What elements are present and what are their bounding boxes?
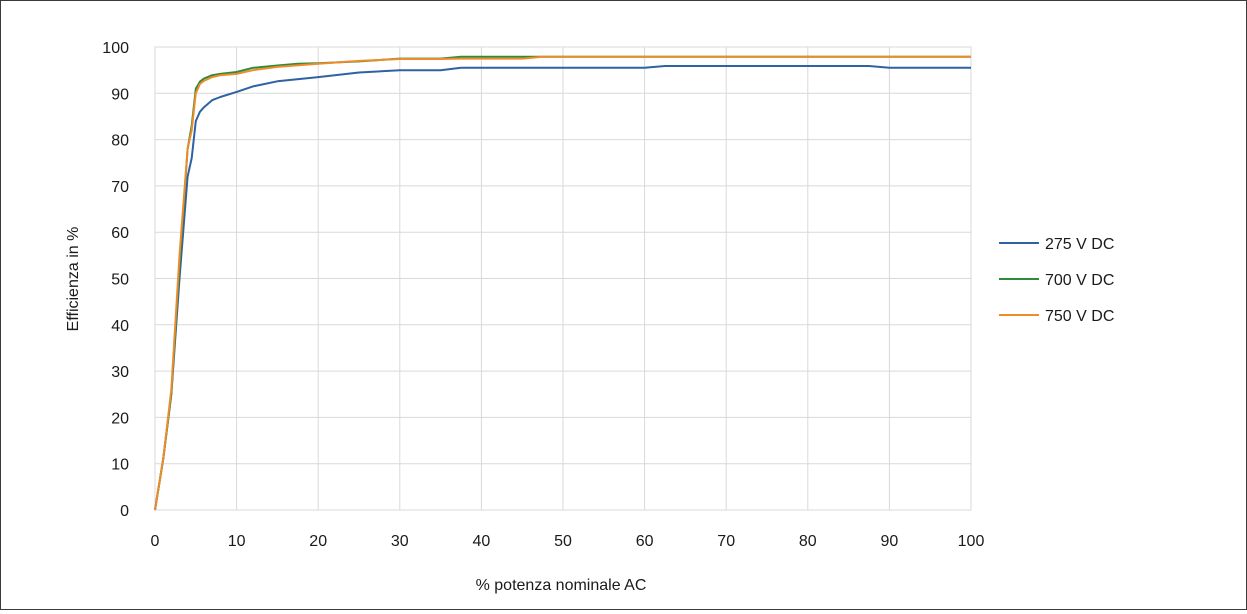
series-line-750-v-dc xyxy=(154,55,971,511)
y-tick-label: 70 xyxy=(111,179,129,196)
legend-item: 700 V DC xyxy=(999,272,1114,289)
x-tick-label: 70 xyxy=(717,533,735,550)
y-axis-title: Efficienza in % xyxy=(65,227,82,332)
y-tick-label: 30 xyxy=(111,364,129,381)
y-tick-label: 100 xyxy=(102,40,129,57)
axes: 0 10 20 30 40 50 60 70 80 90 100 0 10 20 30 40 50 60 70 80 9… xyxy=(102,40,984,550)
x-axis-title: % potenza nominale AC xyxy=(476,577,647,594)
x-tick-label: 80 xyxy=(799,533,817,550)
x-tick-label: 20 xyxy=(309,533,327,550)
x-tick-label: 40 xyxy=(473,533,491,550)
legend-label: 700 V DC xyxy=(1045,272,1114,289)
legend-label: 750 V DC xyxy=(1045,308,1114,325)
x-tick-label: 100 xyxy=(958,533,985,550)
legend-label: 275 V DC xyxy=(1045,236,1114,253)
y-tick-label: 90 xyxy=(111,86,129,103)
y-tick-label: 50 xyxy=(111,272,129,289)
x-tick-label: 60 xyxy=(636,533,654,550)
x-tick-label: 10 xyxy=(228,533,246,550)
legend-item: 750 V DC xyxy=(999,308,1114,325)
series-lines xyxy=(154,55,971,511)
legend-item: 275 V DC xyxy=(999,236,1114,253)
series-line-275-v-dc xyxy=(154,65,971,511)
y-tick-label: 80 xyxy=(111,133,129,150)
grid xyxy=(154,46,972,511)
y-tick-label: 40 xyxy=(111,318,129,335)
legend: 275 V DC 700 V DC 750 V DC xyxy=(999,236,1114,325)
y-tick-label: 60 xyxy=(111,225,129,242)
x-tick-label: 0 xyxy=(151,533,160,550)
y-tick-label: 10 xyxy=(111,457,129,474)
x-tick-label: 90 xyxy=(881,533,899,550)
y-tick-label: 0 xyxy=(120,503,129,520)
y-tick-label: 20 xyxy=(111,410,129,427)
x-tick-label: 30 xyxy=(391,533,409,550)
x-tick-label: 50 xyxy=(554,533,572,550)
